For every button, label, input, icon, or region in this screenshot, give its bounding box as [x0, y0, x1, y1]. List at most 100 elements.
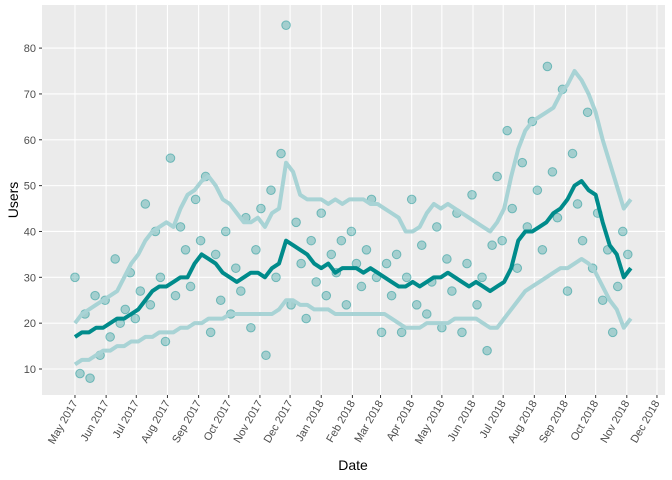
data-point — [175, 222, 186, 232]
y-tick-label: 50 — [24, 181, 36, 193]
data-point — [411, 300, 422, 310]
data-point — [386, 290, 397, 301]
data-point — [155, 272, 166, 283]
trend-line — [73, 179, 633, 339]
x-tick-label: Sep 2017 — [170, 399, 204, 446]
data-point — [472, 300, 482, 310]
data-point — [467, 189, 477, 200]
data-point — [492, 171, 502, 182]
data-point — [356, 281, 367, 292]
data-point — [190, 194, 201, 205]
data-point — [507, 203, 518, 214]
data-point — [281, 20, 291, 30]
trend-line — [73, 69, 633, 325]
data-point — [326, 249, 337, 260]
data-point — [432, 222, 442, 232]
trend-line — [73, 256, 633, 367]
data-point — [462, 258, 472, 269]
data-point — [120, 304, 131, 315]
y-tick-label: 40 — [24, 226, 36, 238]
data-point — [236, 286, 246, 296]
x-tick-label: Apr 2018 — [385, 399, 418, 444]
data-point — [512, 263, 523, 273]
data-point — [487, 240, 497, 251]
data-point — [271, 272, 281, 283]
x-tick-label: Aug 2018 — [506, 399, 540, 446]
x-tick-label: Dec 2018 — [629, 399, 663, 446]
data-point — [296, 258, 306, 269]
data-point — [416, 240, 427, 251]
data-point — [532, 185, 543, 196]
y-tick-label: 30 — [24, 272, 36, 284]
x-tick-label: Jun 2018 — [446, 399, 479, 444]
data-point — [170, 290, 181, 301]
data-point — [406, 194, 417, 205]
data-point — [336, 235, 347, 246]
data-point — [75, 368, 85, 379]
data-point — [457, 327, 467, 338]
y-tick-label: 70 — [24, 89, 36, 101]
data-point — [391, 249, 402, 260]
x-tick-label: Jan 2018 — [294, 399, 327, 444]
y-tick-label: 80 — [24, 43, 36, 55]
y-tick-label: 10 — [24, 364, 36, 376]
data-point — [537, 245, 548, 255]
data-point — [311, 277, 322, 287]
data-point — [547, 167, 558, 177]
data-point — [90, 290, 100, 301]
data-point — [180, 245, 191, 255]
data-point — [361, 245, 372, 255]
data-point — [502, 125, 512, 136]
data-point — [396, 327, 407, 338]
x-tick-label: Aug 2017 — [139, 399, 173, 446]
data-point — [105, 332, 115, 342]
data-point — [482, 345, 492, 356]
data-point — [306, 235, 316, 246]
data-point — [572, 199, 583, 209]
data-point — [220, 226, 231, 237]
data-point — [341, 300, 352, 310]
data-point — [130, 313, 141, 324]
data-point — [612, 281, 623, 292]
x-tick-label: Dec 2017 — [262, 399, 296, 446]
y-tick-label: 60 — [24, 135, 36, 147]
x-tick-label: Sep 2018 — [537, 399, 571, 446]
data-point — [421, 309, 432, 319]
x-tick-label: Nov 2018 — [598, 399, 632, 446]
data-point — [542, 61, 553, 72]
data-point — [70, 272, 80, 283]
data-point — [517, 157, 528, 168]
data-point — [582, 107, 593, 118]
data-point — [251, 245, 261, 255]
y-tick-label: 20 — [24, 318, 36, 330]
data-point — [442, 254, 452, 264]
data-point — [246, 322, 256, 333]
data-point — [381, 258, 392, 269]
x-tick-label: Jun 2017 — [79, 399, 112, 444]
x-tick-label: Mar 2018 — [353, 399, 387, 445]
data-point — [110, 254, 120, 264]
x-tick-label: Jul 2017 — [111, 399, 142, 441]
data-point — [135, 286, 146, 296]
data-point — [266, 185, 276, 196]
data-point — [301, 313, 311, 324]
x-tick-label: Nov 2017 — [232, 399, 266, 446]
data-point — [215, 295, 226, 306]
x-tick-label: Oct 2018 — [569, 399, 602, 444]
data-point — [577, 235, 588, 246]
data-point — [140, 199, 151, 209]
x-tick-label: May 2018 — [413, 399, 448, 447]
x-tick-label: May 2017 — [46, 399, 81, 447]
data-point — [160, 336, 171, 347]
data-point — [256, 203, 266, 214]
data-point — [552, 212, 563, 223]
data-point — [617, 226, 628, 237]
y-axis-title: Users — [5, 182, 21, 219]
data-point — [261, 350, 271, 361]
data-point — [562, 286, 573, 296]
data-point — [321, 290, 332, 301]
data-point — [195, 235, 206, 246]
data-point — [447, 286, 457, 296]
data-point — [607, 327, 618, 338]
